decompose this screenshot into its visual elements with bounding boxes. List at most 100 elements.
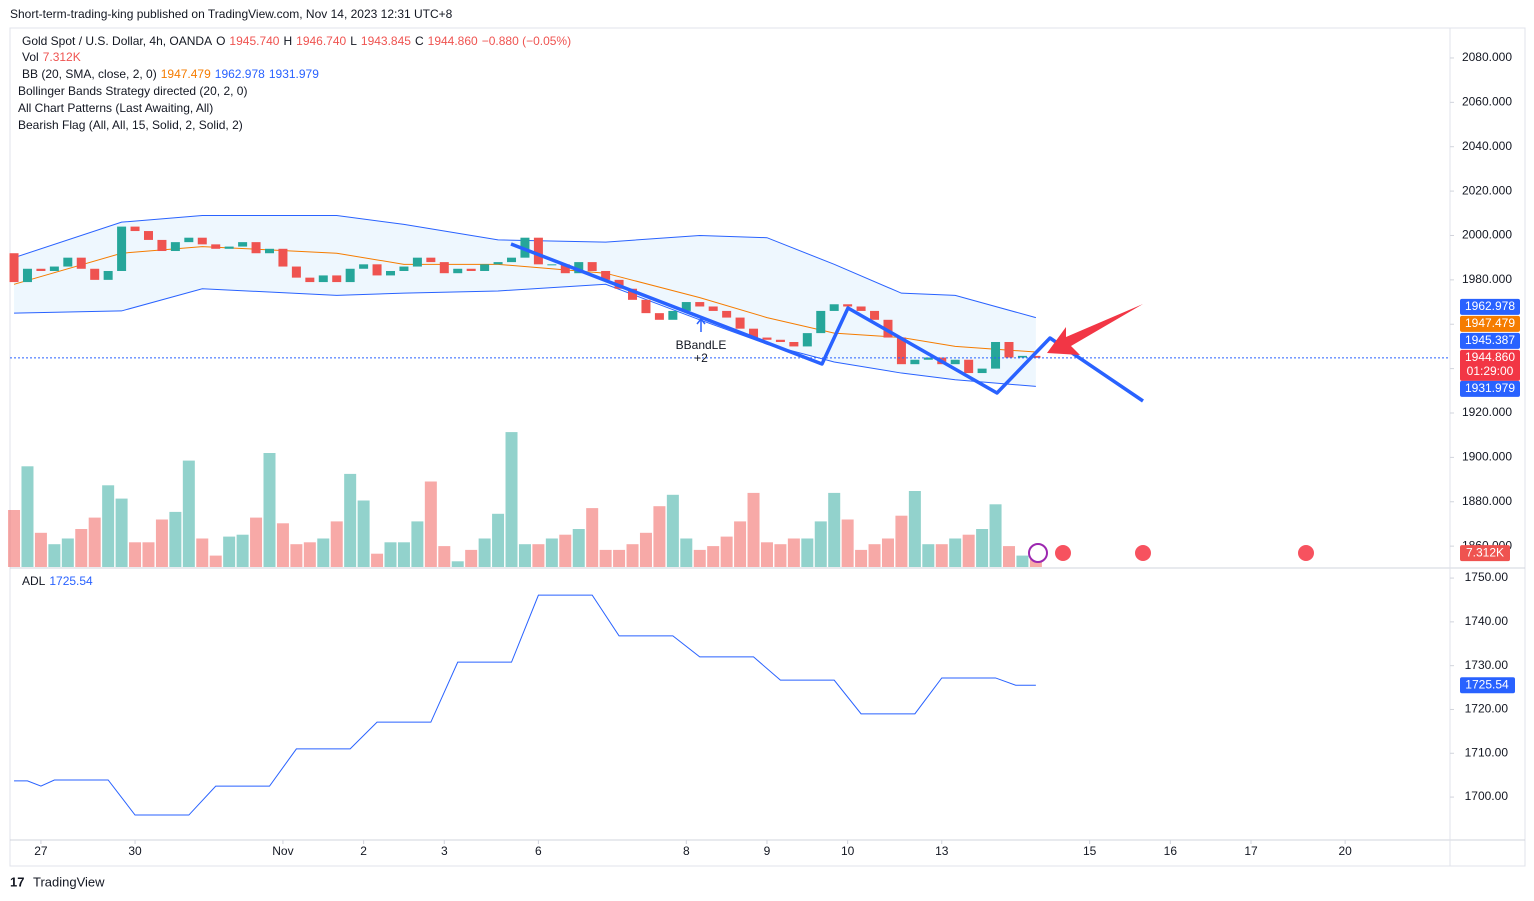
- volume-bar: [438, 546, 451, 567]
- legend-part: Vol: [22, 50, 39, 64]
- volume-bar: [384, 542, 397, 567]
- volume-bar: [653, 506, 666, 567]
- candle-body: [143, 231, 153, 240]
- volume-bar: [787, 538, 800, 567]
- price-tag: [1460, 332, 1520, 349]
- candle-body: [856, 306, 866, 311]
- legend-part: 1725.54: [49, 574, 93, 588]
- y-tick-label: 1900.000: [1462, 450, 1512, 464]
- brand: TradingView: [33, 874, 105, 889]
- y-tick-label: 2020.000: [1462, 183, 1512, 197]
- volume-bar: [895, 515, 908, 567]
- volume-bar: [102, 485, 115, 567]
- volume-bar: [115, 498, 128, 567]
- x-tick-label: Nov: [272, 844, 293, 858]
- candle-body: [816, 310, 826, 334]
- candle-body: [681, 302, 691, 311]
- volume-bar: [129, 542, 142, 567]
- x-tick-label: 8: [683, 844, 690, 858]
- volume-bar: [572, 529, 585, 567]
- price-tag-label: 1945.387: [1465, 333, 1515, 347]
- x-tick-label: 2: [360, 844, 367, 858]
- volume-bar: [290, 544, 303, 567]
- volume-bar: [88, 517, 101, 567]
- candle-body: [426, 257, 436, 263]
- y-tick-label: 1980.000: [1462, 272, 1512, 286]
- candle-body: [224, 246, 234, 249]
- volume-bar: [75, 529, 88, 567]
- signal-count: +2: [694, 351, 708, 365]
- legend-part: L: [350, 34, 357, 48]
- volume-bar: [155, 519, 168, 567]
- volume-bar: [841, 519, 854, 567]
- legend-part: ADL: [22, 574, 46, 588]
- candle-body: [103, 270, 113, 280]
- volume-bar: [774, 544, 787, 567]
- y-tick-label: 1750.00: [1465, 570, 1509, 584]
- volume-bar: [317, 538, 330, 567]
- volume-bar: [666, 494, 679, 567]
- volume-tag-label: 7.312K: [1466, 545, 1504, 559]
- volume-bar: [8, 510, 21, 567]
- volume-bar: [411, 521, 424, 567]
- candle-body: [157, 239, 167, 252]
- volume-bar: [424, 481, 437, 567]
- legend-part: 1944.860: [428, 34, 478, 48]
- legend-part: C: [415, 34, 424, 48]
- volume-bar: [169, 511, 182, 567]
- candle-body: [587, 262, 597, 271]
- x-tick-label: 13: [935, 844, 949, 858]
- volume-bar: [1002, 546, 1015, 567]
- volume-bar: [545, 538, 558, 567]
- volume-bar: [223, 536, 236, 567]
- candle-body: [789, 341, 799, 347]
- x-tick-label: 17: [1244, 844, 1258, 858]
- volume-bar: [1016, 555, 1029, 567]
- volume-bar: [935, 544, 948, 567]
- volume-bar: [182, 460, 195, 567]
- bb-upper: [13, 215, 1037, 319]
- volume-bar: [236, 534, 249, 567]
- volume-bar: [828, 492, 841, 567]
- volume-bar: [196, 538, 209, 567]
- price-tag: [1460, 380, 1520, 397]
- event-icon[interactable]: [1133, 543, 1153, 563]
- candle-body: [775, 339, 785, 342]
- x-tick-label: 20: [1338, 844, 1352, 858]
- event-icon[interactable]: [1296, 543, 1316, 563]
- candle-body: [628, 288, 638, 300]
- volume-bar: [734, 521, 747, 567]
- volume-bar: [814, 521, 827, 567]
- legend-part: 1943.845: [361, 34, 411, 48]
- volume-bar: [492, 513, 505, 567]
- volume-bar: [505, 432, 518, 567]
- volume-bar: [760, 542, 773, 567]
- volume-tag: [1460, 545, 1510, 562]
- legend-part: −0.880 (−0.05%): [482, 34, 571, 48]
- event-icon[interactable]: [1053, 543, 1073, 563]
- candle-body: [466, 268, 476, 271]
- price-tag: [1460, 298, 1520, 315]
- candle-body: [1004, 341, 1014, 358]
- candle-body: [22, 268, 32, 283]
- legend-part: O: [216, 34, 225, 48]
- candle-body: [493, 262, 503, 265]
- legend-part: 1931.979: [269, 67, 319, 81]
- y-tick-label: 1920.000: [1462, 405, 1512, 419]
- candle-body: [184, 237, 194, 243]
- volume-bar: [48, 544, 61, 567]
- event-icon[interactable]: [1028, 543, 1048, 563]
- legend-part: Gold Spot / U.S. Dollar, 4h, OANDA: [22, 34, 212, 48]
- volume-bar: [142, 542, 155, 567]
- candle-body: [439, 262, 449, 274]
- volume-bar: [586, 508, 599, 567]
- candle-body: [9, 253, 19, 283]
- candle-body: [211, 244, 221, 249]
- candle-body: [63, 257, 73, 267]
- volume-bar: [397, 542, 410, 567]
- x-tick-label: 27: [34, 844, 48, 858]
- candle-body: [507, 257, 517, 263]
- legend-indicator: Bollinger Bands Strategy directed (20, 2…: [18, 84, 247, 98]
- legend-adl: ADL 1725.54: [22, 574, 93, 588]
